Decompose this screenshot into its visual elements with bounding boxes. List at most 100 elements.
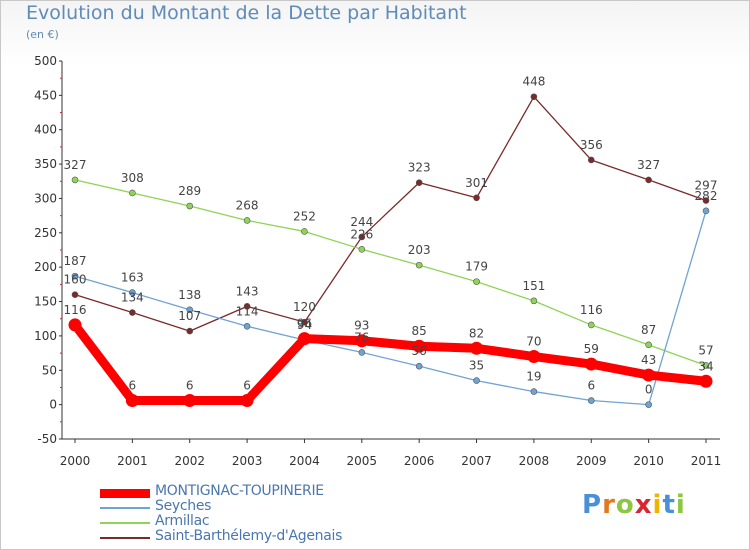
data-point — [642, 368, 656, 382]
legend-label: MONTIGNAC-TOUPINERIE — [155, 483, 324, 499]
x-tick-label: 2004 — [289, 454, 320, 468]
data-label: 297 — [695, 179, 718, 193]
y-tick-label: 350 — [34, 157, 57, 171]
data-label: 120 — [293, 300, 316, 314]
data-label: 19 — [526, 370, 541, 384]
data-point — [415, 179, 423, 186]
data-label: 114 — [236, 304, 259, 318]
data-point — [473, 278, 480, 285]
data-point — [358, 349, 366, 356]
legend-swatch — [100, 489, 150, 498]
data-point — [243, 217, 251, 224]
data-label: 93 — [354, 319, 369, 333]
data-label: 138 — [178, 288, 201, 302]
x-tick-label: 2005 — [347, 454, 378, 468]
data-label: 57 — [698, 343, 713, 357]
data-label: 107 — [178, 309, 201, 323]
data-point — [584, 357, 598, 371]
data-label: 268 — [236, 198, 259, 212]
data-label: 82 — [469, 326, 484, 340]
legend-swatch — [100, 522, 150, 524]
data-point — [473, 377, 480, 384]
data-point — [355, 334, 369, 348]
data-label: 289 — [178, 184, 201, 198]
data-label: 94 — [297, 318, 312, 332]
data-label: 85 — [412, 324, 427, 338]
x-tick-label: 2010 — [633, 454, 664, 468]
legend-label: Armillac — [155, 513, 210, 529]
x-tick-label: 2002 — [174, 454, 205, 468]
data-point — [530, 297, 538, 305]
data-label: 43 — [641, 353, 656, 367]
data-label: 308 — [121, 171, 144, 185]
data-point — [473, 194, 480, 202]
data-point — [358, 246, 366, 253]
x-tick-label: 2003 — [232, 454, 263, 468]
legend-item: Seyches — [100, 498, 400, 515]
series-line — [70, 320, 711, 406]
legend-label: Saint-Barthélemy-d'Agenais — [155, 528, 343, 544]
y-tick-label: 150 — [34, 295, 57, 309]
data-point — [699, 374, 713, 388]
data-point — [125, 394, 139, 408]
series-lines — [70, 96, 711, 406]
data-label: 70 — [526, 335, 541, 349]
legend-item: Saint-Barthélemy-d'Agenais — [100, 528, 400, 545]
data-point — [183, 394, 197, 408]
data-point — [358, 233, 366, 241]
data-point — [530, 93, 538, 101]
data-labels: 1601341071431202443233014483563272973273… — [64, 75, 718, 397]
data-point — [587, 397, 595, 404]
data-point — [71, 176, 79, 184]
series-line — [74, 179, 707, 367]
series-line — [74, 210, 707, 406]
data-label: 87 — [641, 323, 656, 337]
data-label: 6 — [243, 379, 251, 393]
data-point — [587, 156, 595, 164]
data-point — [240, 394, 254, 408]
data-label: 6 — [587, 379, 595, 393]
x-tick-label: 2007 — [461, 454, 492, 468]
data-point — [702, 362, 710, 369]
data-label: 301 — [465, 176, 488, 190]
data-point — [186, 202, 194, 210]
y-tick-label: 250 — [34, 226, 57, 240]
data-label: 6 — [129, 379, 137, 393]
legend-swatch — [100, 507, 150, 509]
data-point — [415, 362, 423, 370]
y-tick-label: 400 — [34, 123, 57, 137]
data-label: 448 — [522, 75, 545, 89]
x-tick-label: 2001 — [117, 454, 148, 468]
x-tick-label: 2009 — [576, 454, 607, 468]
data-label: 356 — [580, 138, 603, 152]
data-label: 56 — [412, 344, 427, 358]
data-point — [243, 322, 251, 330]
data-label: 163 — [121, 271, 144, 285]
data-label: 252 — [293, 209, 316, 223]
y-tick-label: 100 — [34, 329, 57, 343]
legend-swatch — [100, 537, 150, 539]
data-point — [415, 261, 423, 269]
data-label: 151 — [522, 279, 545, 293]
data-point — [530, 388, 538, 395]
chart-title: Evolution du Montant de la Dette par Hab… — [26, 2, 467, 24]
y-tick-label: -50 — [37, 432, 57, 446]
legend-item: Armillac — [100, 513, 400, 530]
data-label: 160 — [64, 273, 87, 287]
data-point — [71, 291, 79, 298]
data-label: 203 — [408, 243, 431, 257]
data-label: 226 — [350, 227, 373, 241]
data-point — [702, 207, 710, 215]
data-point — [186, 306, 194, 314]
proxiti-logo: Proxiti — [582, 490, 686, 520]
y-tick-label: 500 — [34, 54, 57, 68]
data-point — [297, 332, 311, 346]
data-label: 116 — [580, 303, 603, 317]
series-line — [74, 96, 707, 332]
data-point — [645, 176, 652, 184]
data-point — [645, 401, 652, 408]
data-label: 6 — [186, 379, 194, 393]
data-label: 323 — [408, 161, 431, 175]
